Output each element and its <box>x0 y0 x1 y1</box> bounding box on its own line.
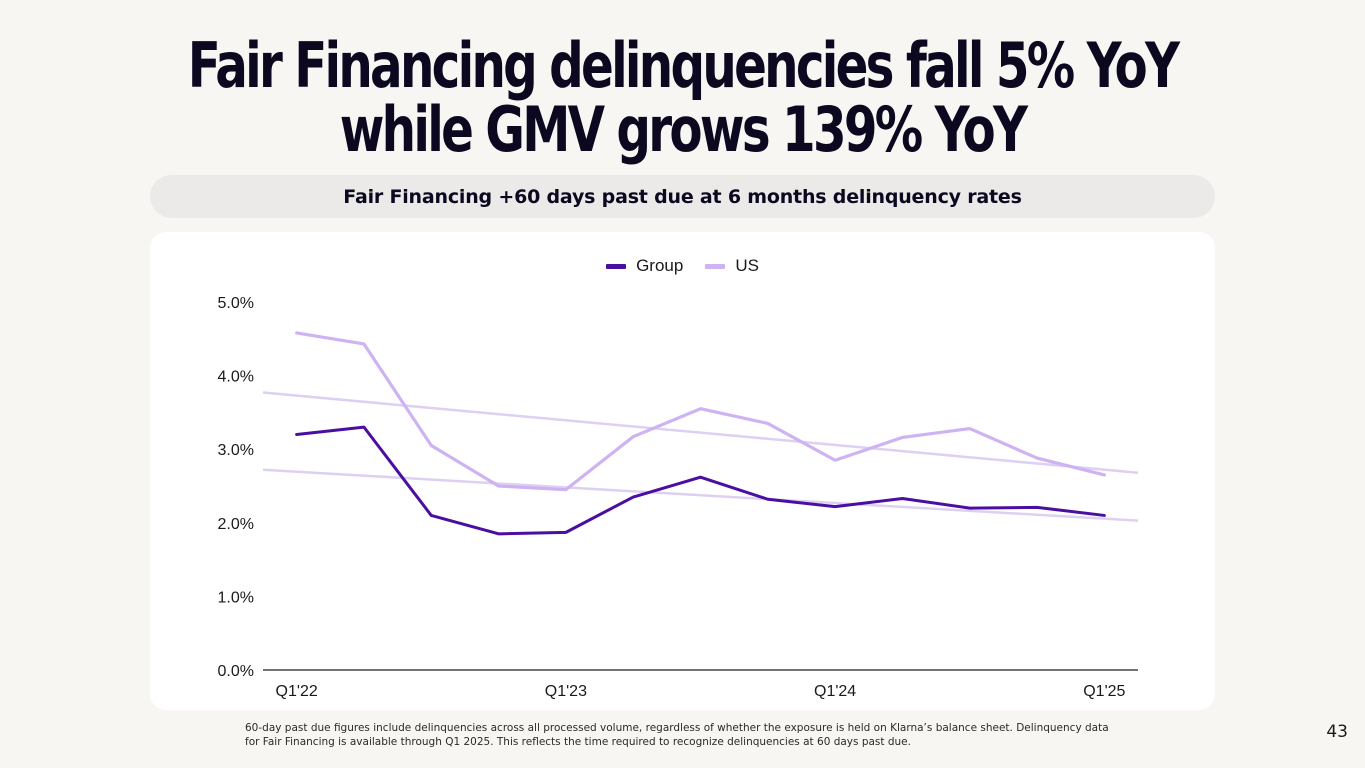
legend-swatch-us <box>705 263 726 269</box>
legend-item-group: Group <box>606 256 683 276</box>
y-tick-label: 4.0% <box>218 369 254 386</box>
us-trend-line <box>262 391 1139 474</box>
chart-legend: Group US <box>150 256 1215 276</box>
chart-card: Group US 0.0% 1.0% 2.0% 3.0% 4.0% 5.0% Q1'22 Q1… <box>150 232 1215 710</box>
y-tick-label: 3.0% <box>218 442 254 459</box>
page-number: 43 <box>1326 722 1348 742</box>
legend-label-us: US <box>735 256 759 275</box>
series-line-us <box>295 331 1106 492</box>
x-tick-label: Q1'22 <box>276 683 318 700</box>
legend-label-group: Group <box>636 256 684 275</box>
x-tick-label: Q1'24 <box>814 683 856 700</box>
footnote-line-2: for Fair Financing is available through … <box>245 736 911 748</box>
y-tick-label: 5.0% <box>218 295 254 312</box>
x-tick-label: Q1'25 <box>1083 683 1125 700</box>
y-tick-label: 1.0% <box>218 589 254 606</box>
y-tick-label: 2.0% <box>218 516 254 533</box>
footnote-line-1: 60-day past due figures include delinque… <box>245 722 1109 734</box>
headline-line-1: Fair Financing delinquencies fall 5% YoY <box>187 29 1180 102</box>
series-line-group <box>295 425 1106 536</box>
chart-subtitle: Fair Financing +60 days past due at 6 mo… <box>150 175 1215 218</box>
group-trend-line <box>262 468 1139 522</box>
headline-line-2: while GMV grows 139% YoY <box>339 93 1028 166</box>
headline: Fair Financing delinquencies fall 5% YoY… <box>0 34 1365 162</box>
line-chart: 0.0% 1.0% 2.0% 3.0% 4.0% 5.0% Q1'22 Q1'23 Q1'24 Q… <box>218 295 1139 700</box>
legend-swatch-group <box>606 263 627 269</box>
legend-item-us: US <box>705 256 759 276</box>
footnote: 60-day past due figures include delinque… <box>245 721 1125 749</box>
y-tick-label: 0.0% <box>218 663 254 680</box>
x-tick-label: Q1'23 <box>545 683 587 700</box>
